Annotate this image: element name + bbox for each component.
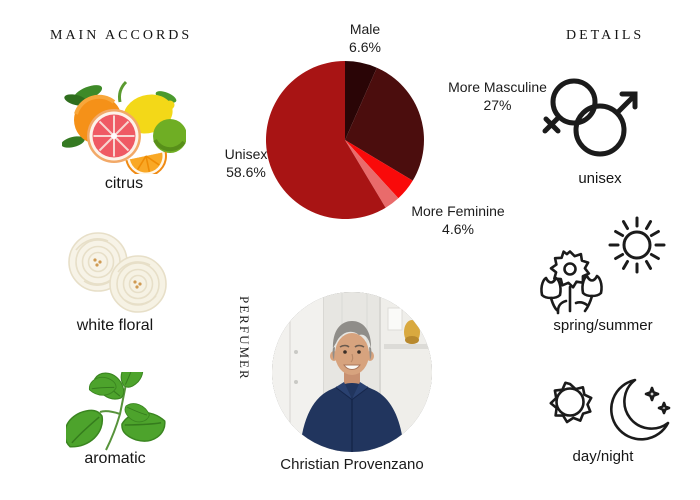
main-accords-heading: MAIN ACCORDS — [50, 28, 193, 43]
gender-unisex-icon — [542, 78, 638, 157]
perfumer-photo — [272, 292, 432, 452]
details-heading: DETAILS — [566, 28, 645, 43]
detail-label-spring-summer: spring/summer — [553, 317, 653, 334]
accord-label-white-floral: white floral — [76, 317, 154, 334]
citrus-fruits-image — [62, 80, 186, 174]
mint-sprig-image — [66, 372, 166, 451]
pie-label-more-masculine-name: More Masculine — [448, 79, 547, 95]
pie-label-more-feminine-pct: 4.6% — [442, 221, 474, 237]
pie-label-unisex-name: Unisex — [224, 146, 268, 162]
pie-slice-male — [345, 61, 377, 140]
detail-label-day-night: day/night — [572, 448, 634, 465]
pie-label-male-pct: 6.6% — [349, 39, 381, 55]
pie-label-more-feminine: More Feminine 4.6% — [398, 202, 518, 238]
pie-slice-unisex — [265, 61, 386, 219]
perfumer-name: Christian Provenzano — [280, 456, 424, 473]
pie-label-more-masculine: More Masculine 27% — [430, 78, 565, 114]
pie-label-unisex: Unisex 58.6% — [206, 145, 286, 181]
accord-label-aromatic: aromatic — [84, 450, 146, 467]
pie-label-more-feminine-name: More Feminine — [411, 203, 505, 219]
accord-label-citrus: citrus — [104, 175, 144, 192]
pie-label-male: Male 6.6% — [325, 20, 405, 56]
pie-label-male-name: Male — [349, 21, 381, 37]
gender-pie-chart — [265, 61, 424, 219]
pie-slice-more-feminine — [345, 140, 413, 199]
perfumer-heading: PERFUMER — [237, 296, 252, 381]
detail-label-unisex: unisex — [578, 170, 622, 187]
spring-summer-icon — [540, 216, 666, 315]
pie-label-unisex-pct: 58.6% — [226, 164, 266, 180]
white-roses-image — [68, 232, 167, 313]
pie-slice-more-masculine — [345, 67, 424, 181]
pie-label-more-masculine-pct: 27% — [483, 97, 512, 113]
day-night-icon — [549, 378, 671, 441]
pie-slice-3 — [345, 140, 399, 208]
